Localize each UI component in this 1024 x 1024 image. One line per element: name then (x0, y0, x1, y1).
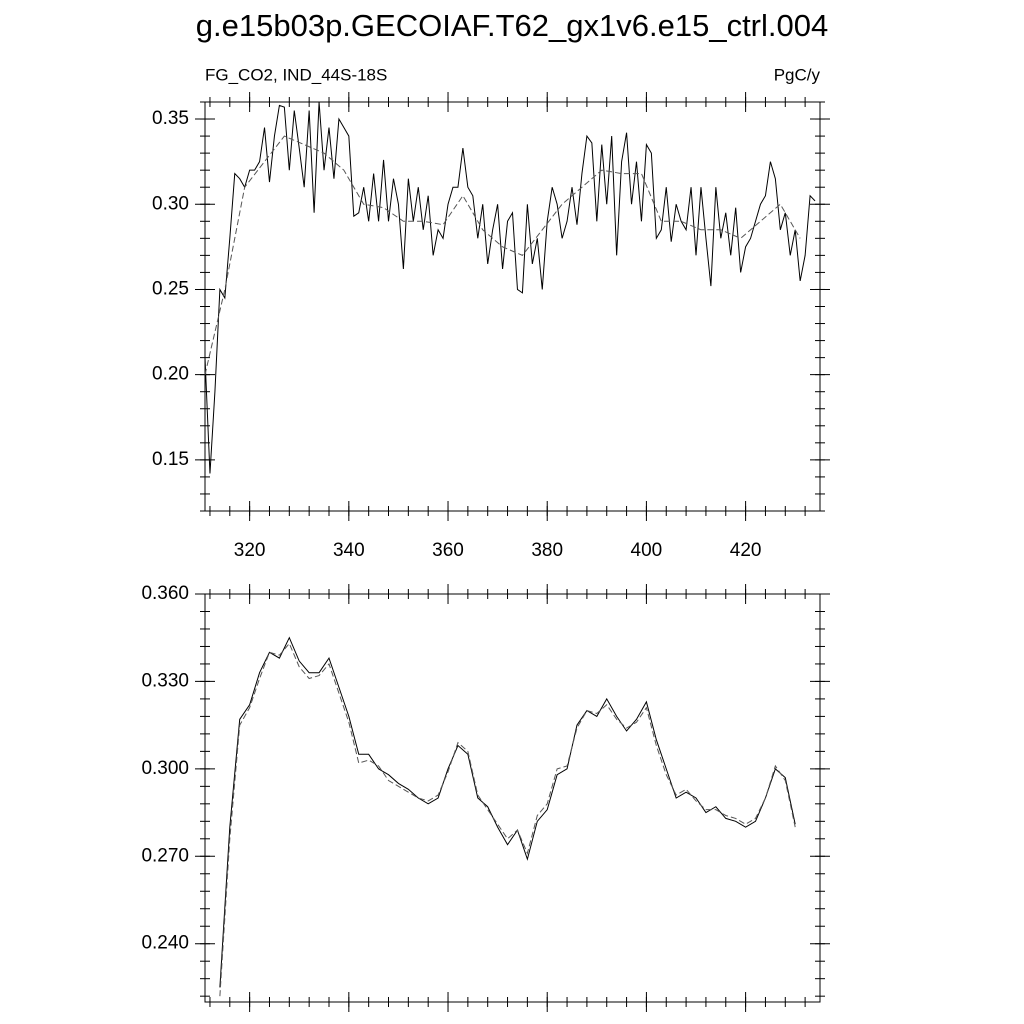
x-tick-label: 360 (432, 540, 464, 561)
x-tick-label: 420 (730, 540, 762, 561)
figure-title: g.e15b03p.GECOIAF.T62_gx1v6.e15_ctrl.004 (196, 8, 828, 43)
y-tick-label: 0.25 (152, 278, 189, 299)
x-tick-label: 320 (234, 540, 266, 561)
x-tick-label: 340 (333, 540, 365, 561)
y-tick-label: 0.30 (152, 193, 189, 214)
y-tick-label: 0.300 (141, 758, 189, 779)
data-line (219, 642, 796, 997)
y-tick-label: 0.35 (152, 108, 189, 129)
subtitle-left: FG_CO2, IND_44S-18S (205, 65, 387, 84)
x-tick-label: 400 (631, 540, 663, 561)
plot-frame (204, 101, 821, 512)
y-tick-label: 0.330 (141, 670, 189, 691)
x-tick-label: 380 (531, 540, 563, 561)
data-line (219, 636, 796, 988)
y-tick-label: 0.240 (141, 933, 189, 954)
data-line (204, 135, 801, 375)
y-tick-label: 0.270 (141, 845, 189, 866)
y-tick-label: 0.360 (141, 583, 189, 604)
data-line (204, 101, 816, 474)
subtitle-right: PgC/y (774, 65, 821, 84)
plot-frame (204, 593, 821, 1003)
y-tick-label: 0.20 (152, 364, 189, 385)
y-tick-label: 0.15 (152, 449, 189, 470)
